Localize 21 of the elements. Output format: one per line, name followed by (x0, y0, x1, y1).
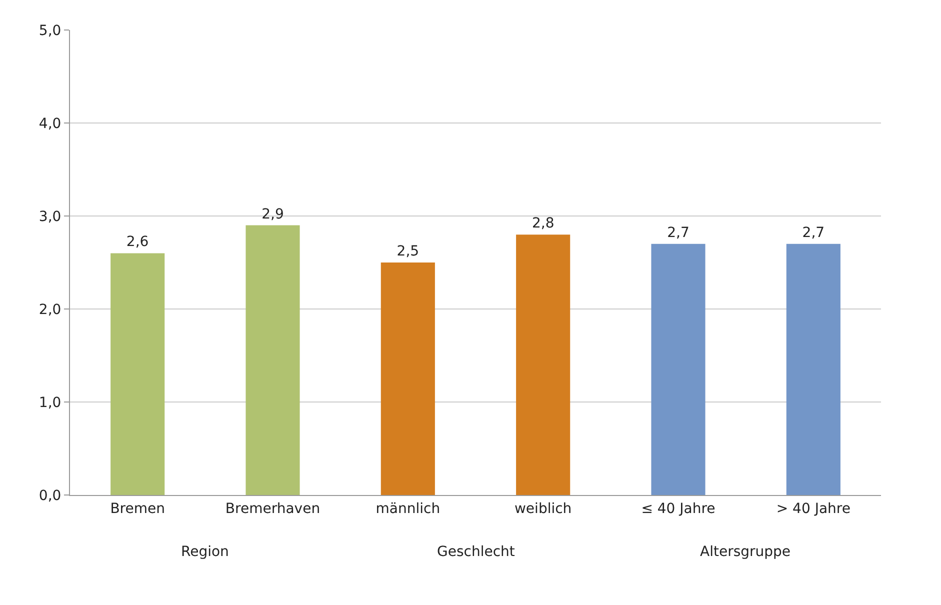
data-label: 2,8 (532, 216, 554, 232)
data-label: 2,5 (396, 244, 420, 260)
data-label: 2,7 (802, 224, 825, 241)
y-tick-label: 1,0 (38, 394, 62, 411)
x-tick-label: Bremen (110, 500, 165, 517)
text: Altersgruppe (700, 544, 791, 560)
x-tick-label: Bremerhaven (225, 500, 320, 517)
y-tick-label: 0,0 (38, 488, 62, 504)
text: Region (181, 544, 229, 560)
text: Geschlecht (437, 544, 516, 560)
y-tick-label: 5,0 (38, 22, 62, 39)
y-tick-label: 2,0 (38, 302, 62, 318)
x-tick-label: weiblich (514, 500, 572, 517)
data-label: 2,7 (667, 224, 690, 241)
data-label: 2,6 (126, 234, 149, 250)
y-tick-label: 4,0 (38, 116, 62, 132)
x-tick-label: > 40 Jahre (776, 500, 850, 517)
x-tick-label: ≤ 40 Jahre (641, 500, 716, 517)
data-label: 2,9 (262, 206, 284, 222)
y-tick-label: 3,0 (38, 208, 62, 225)
x-tick-label: männlich (376, 500, 440, 517)
